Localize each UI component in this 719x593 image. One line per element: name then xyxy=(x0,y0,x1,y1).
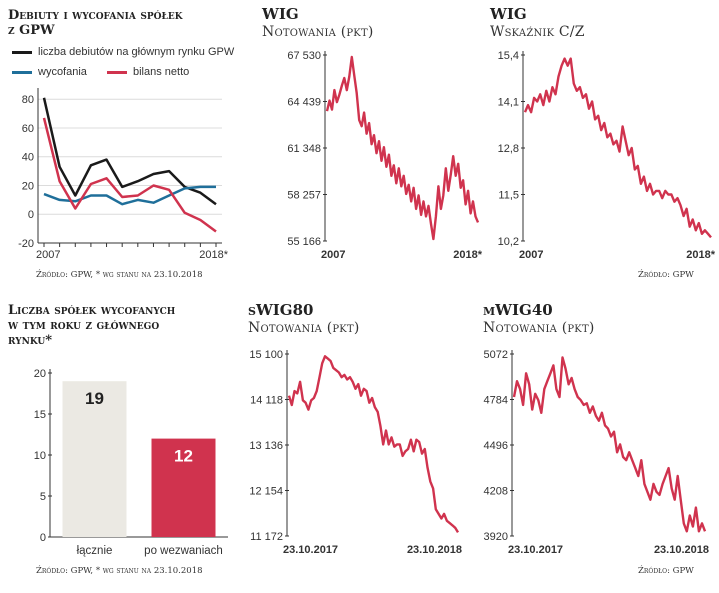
bar-value-label-2: 12 xyxy=(174,447,193,466)
y-tick-label: 0 xyxy=(40,532,46,544)
y-tick-label: 4784 xyxy=(484,395,508,407)
y-tick-label: 3920 xyxy=(484,531,508,543)
x-tick-label-end: 2018* xyxy=(453,249,482,261)
y-tick-label: 14 118 xyxy=(250,395,283,407)
bar-value-label-1: 19 xyxy=(85,389,104,408)
y-tick-label: 15,4 xyxy=(498,50,519,62)
y-tick-label: 15 xyxy=(34,409,46,421)
y-tick-label: -20 xyxy=(18,238,34,250)
wigcz-subtitle: Wskaźnik C/Z xyxy=(490,24,585,40)
category-label-2: po wezwaniach xyxy=(144,545,223,557)
y-tick-label: 64 439 xyxy=(287,97,321,109)
legend-swatch-red xyxy=(107,70,127,74)
y-tick-label: 61 348 xyxy=(287,143,321,155)
y-tick-label: 5 xyxy=(40,491,46,503)
y-tick-label: 55 166 xyxy=(287,236,321,248)
legend-debiuty-label: liczba debiutów na głównym rynku GPW xyxy=(38,46,235,58)
legend-wycofania-label: wycofania xyxy=(38,66,87,78)
wycofane-source: Źródło: GPW, * wg stanu na 23.10.2018 xyxy=(36,566,203,576)
x-tick-label-end: 2018* xyxy=(199,249,228,261)
y-tick-label: 67 530 xyxy=(287,50,321,62)
y-tick-label: 80 xyxy=(22,94,34,106)
x-tick-label-end: 23.10.2018 xyxy=(654,544,709,556)
x-tick-label-end: 23.10.2018 xyxy=(407,544,462,556)
y-tick-label: 0 xyxy=(28,209,34,221)
y-tick-label: 10 xyxy=(34,450,46,462)
bar-2 xyxy=(151,438,216,537)
debuty-source: Źródło: GPW, * wg stanu na 23.10.2018 xyxy=(36,270,203,280)
y-tick-label: 12,8 xyxy=(498,143,519,155)
y-tick-label: 13 136 xyxy=(249,440,283,452)
y-tick-label: 4208 xyxy=(484,486,508,498)
legend-wycofania: wycofania xyxy=(12,66,87,78)
y-tick-label: 14,1 xyxy=(498,97,519,109)
mwig40-source: Źródło: GPW xyxy=(638,566,694,576)
series-line-3 xyxy=(42,117,217,233)
legend-swatch-black xyxy=(12,50,32,54)
y-tick-label: 10,2 xyxy=(498,236,519,248)
wigcz-source: Źródło: GPW xyxy=(638,270,694,280)
legend-debiuty: liczba debiutów na głównym rynku GPW xyxy=(12,46,234,58)
y-tick-label: 12 154 xyxy=(249,486,283,498)
series-line xyxy=(512,356,707,533)
y-tick-label: 11 172 xyxy=(250,531,283,543)
wig-subtitle: Notowania (pkt) xyxy=(262,24,374,40)
legend-bilans-label: bilans netto xyxy=(133,66,190,78)
legend-swatch-blue xyxy=(12,70,32,74)
swig80-title: sWIG80 xyxy=(248,301,314,319)
x-tick-label-start: 23.10.2017 xyxy=(508,544,563,556)
x-tick-label-start: 2007 xyxy=(36,249,60,261)
series-line xyxy=(523,57,712,239)
wig-title: WIG xyxy=(262,5,299,23)
y-tick-label: 60 xyxy=(22,123,34,135)
x-tick-label-start: 23.10.2017 xyxy=(283,544,338,556)
y-tick-label: 40 xyxy=(22,152,34,164)
wycofane-title-line2: w tym roku z głównego xyxy=(8,318,160,333)
x-tick-label-start: 2007 xyxy=(321,249,345,261)
series-line xyxy=(325,55,480,241)
x-tick-label-end: 2018* xyxy=(686,249,715,261)
debuty-title-line1: Debiuty i wycofania spółek xyxy=(8,8,183,23)
bar-1 xyxy=(62,381,127,537)
series-line xyxy=(287,355,460,534)
debuty-title-line2: z GPW xyxy=(8,23,55,38)
swig80-subtitle: Notowania (pkt) xyxy=(248,320,360,336)
y-tick-label: 5072 xyxy=(484,349,508,361)
mwig40-subtitle: Notowania (pkt) xyxy=(483,320,595,336)
x-tick-label-start: 2007 xyxy=(519,249,543,261)
y-tick-label: 11,5 xyxy=(498,190,519,202)
y-tick-label: 4496 xyxy=(484,440,508,452)
swig80-chart: 15 100 14 118 13 136 12 154 11 17223.10.2017… xyxy=(249,349,462,556)
y-tick-label: 15 100 xyxy=(249,349,283,361)
wycofane-title-line1: Liczba spółek wycofanych xyxy=(8,303,176,318)
y-tick-label: 20 xyxy=(34,368,46,380)
category-label-1: łącznie xyxy=(77,545,113,557)
legend-bilans: bilans netto xyxy=(107,66,189,78)
series-line-2 xyxy=(43,185,216,206)
y-tick-label: 20 xyxy=(22,180,34,192)
y-tick-label: 58 257 xyxy=(287,190,321,202)
wycofane-title-line3: rynku* xyxy=(8,333,53,348)
wigcz-title: WIG xyxy=(490,5,527,23)
mwig40-title: mWIG40 xyxy=(483,301,553,319)
wycofane-chart: 20 15 10 5 0 19 łącznie 12 po wezwaniach xyxy=(34,368,228,557)
